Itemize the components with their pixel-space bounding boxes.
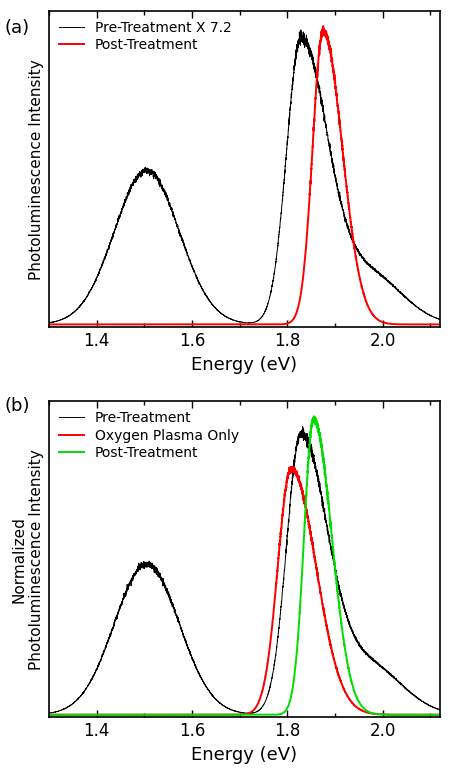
Line: Pre-Treatment: Pre-Treatment [40, 427, 451, 715]
Post-Treatment [37, 320, 42, 329]
Post-Treatment [37, 710, 43, 719]
Line: Pre-Treatment X 7.2: Pre-Treatment X 7.2 [40, 30, 451, 324]
Legend: Pre-Treatment, Oxygen Plasma Only, Post-Treatment: Pre-Treatment, Oxygen Plasma Only, Post-… [56, 408, 242, 463]
Oxygen Plasma Only [234, 710, 239, 719]
Oxygen Plasma Only [418, 710, 423, 719]
Pre-Treatment [300, 422, 305, 432]
Post-Treatment [37, 320, 42, 329]
Oxygen Plasma Only [37, 710, 42, 719]
Line: Post-Treatment: Post-Treatment [40, 26, 451, 325]
Post-Treatment [439, 710, 444, 719]
X-axis label: Energy (eV): Energy (eV) [191, 746, 298, 764]
Pre-Treatment [338, 592, 344, 601]
Post-Treatment [37, 710, 42, 719]
Oxygen Plasma Only [289, 462, 295, 471]
Post-Treatment [234, 710, 239, 719]
Line: Post-Treatment: Post-Treatment [40, 416, 451, 715]
Post-Treatment [418, 710, 423, 719]
Oxygen Plasma Only [211, 710, 216, 719]
Pre-Treatment X 7.2 [214, 305, 220, 315]
Pre-Treatment [38, 710, 43, 719]
Post-Treatment [214, 710, 220, 719]
Post-Treatment [311, 412, 317, 421]
Post-Treatment [211, 710, 216, 719]
Y-axis label: Normalized
Photoluminescence Intensity: Normalized Photoluminescence Intensity [11, 449, 43, 670]
Pre-Treatment [214, 696, 220, 705]
Pre-Treatment [37, 709, 42, 718]
Post-Treatment [211, 320, 216, 329]
Legend: Pre-Treatment X 7.2, Post-Treatment: Pre-Treatment X 7.2, Post-Treatment [56, 18, 235, 55]
Post-Treatment [321, 22, 326, 31]
Pre-Treatment X 7.2 [234, 316, 239, 326]
Post-Treatment [214, 320, 220, 329]
Pre-Treatment X 7.2 [439, 315, 444, 325]
Oxygen Plasma Only [439, 710, 444, 719]
Post-Treatment [418, 320, 423, 329]
Pre-Treatment [418, 696, 423, 705]
Oxygen Plasma Only [214, 710, 220, 719]
Text: (a): (a) [5, 19, 30, 37]
Pre-Treatment X 7.2 [211, 301, 216, 311]
Line: Oxygen Plasma Only: Oxygen Plasma Only [40, 467, 451, 715]
Pre-Treatment X 7.2 [338, 199, 344, 208]
Oxygen Plasma Only [338, 677, 344, 686]
Y-axis label: Photoluminescence Intensity: Photoluminescence Intensity [28, 59, 43, 280]
Post-Treatment [338, 129, 344, 139]
Pre-Treatment X 7.2 [37, 319, 42, 329]
Post-Treatment [338, 615, 344, 624]
Pre-Treatment [211, 692, 216, 701]
X-axis label: Energy (eV): Energy (eV) [191, 356, 298, 374]
Pre-Treatment [234, 707, 239, 716]
Text: (b): (b) [5, 397, 30, 415]
Pre-Treatment [439, 705, 444, 715]
Post-Treatment [439, 320, 444, 329]
Pre-Treatment X 7.2 [298, 26, 304, 35]
Pre-Treatment X 7.2 [418, 305, 423, 315]
Post-Treatment [234, 320, 239, 329]
Pre-Treatment X 7.2 [38, 319, 44, 329]
